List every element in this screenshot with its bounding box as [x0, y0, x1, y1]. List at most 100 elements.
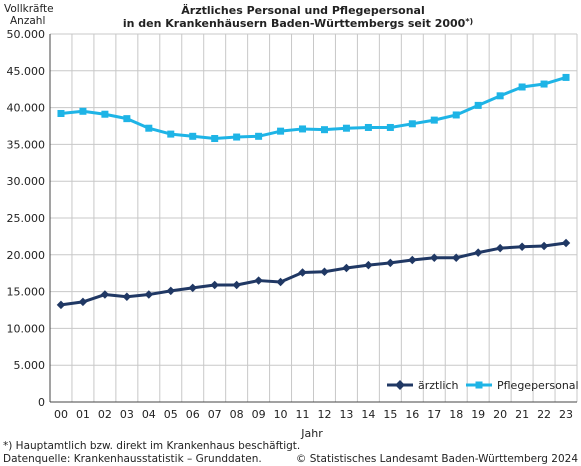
data-point-1: [474, 101, 482, 109]
x-tick-label: 19: [471, 408, 485, 421]
data-point-0: [539, 241, 549, 251]
y-tick-label: 0: [38, 396, 45, 409]
data-point-1: [562, 73, 570, 81]
x-tick-label: 12: [317, 408, 331, 421]
x-tick-label: 03: [120, 408, 134, 421]
chart-title-marker: *): [465, 17, 473, 26]
x-tick-label: 08: [230, 408, 244, 421]
legend-marker-pflegepersonal: [475, 381, 483, 389]
y-axis-label-line2: Anzahl: [10, 15, 45, 27]
footnote: *) Hauptamtlich bzw. direkt im Krankenha…: [3, 440, 300, 452]
data-point-0: [166, 286, 176, 296]
data-point-0: [100, 290, 110, 299]
data-point-0: [232, 280, 241, 290]
data-point-0: [144, 290, 154, 299]
data-point-0: [451, 253, 461, 262]
y-tick-label: 35.000: [7, 138, 46, 151]
data-point-1: [57, 109, 65, 117]
x-axis-ticks: 00 01 02 03 04 05 06 07 08 09 10 11 12 13 14 15 16 17 18 19…: [54, 408, 573, 421]
legend-marker-aerztlich: [395, 380, 405, 390]
x-axis-label: Jahr: [300, 427, 323, 440]
x-tick-label: 17: [427, 408, 441, 421]
y-tick-label: 15.000: [7, 286, 46, 299]
x-tick-label: 00: [54, 408, 68, 421]
gridlines: [49, 33, 578, 402]
legend-label-pflegepersonal: Pflegepersonal: [497, 379, 579, 392]
x-tick-label: 02: [98, 408, 112, 421]
data-point-1: [167, 130, 175, 138]
y-axis-label-line1: Vollkräfte: [4, 3, 54, 15]
data-point-1: [211, 135, 219, 143]
data-point-1: [79, 107, 87, 115]
data-point-1: [277, 127, 285, 135]
data-point-1: [145, 124, 153, 132]
x-tick-label: 05: [164, 408, 178, 421]
x-tick-label: 07: [208, 408, 222, 421]
y-tick-label: 5.000: [14, 359, 46, 372]
data-point-1: [255, 132, 263, 140]
data-source: Datenquelle: Krankenhausstatistik – Grun…: [3, 453, 262, 465]
data-point-0: [78, 297, 88, 307]
axes: [49, 34, 577, 403]
y-tick-label: 30.000: [7, 175, 46, 188]
x-tick-label: 15: [383, 408, 397, 421]
data-point-0: [342, 263, 351, 273]
data-point-0: [188, 283, 197, 293]
x-tick-label: 14: [361, 408, 375, 421]
data-point-0: [122, 292, 132, 301]
y-tick-label: 45.000: [7, 65, 46, 78]
data-point-1: [189, 132, 197, 140]
data-point-0: [364, 260, 373, 270]
series-group: [56, 73, 571, 310]
x-tick-label: 21: [515, 408, 529, 421]
x-tick-label: 16: [405, 408, 419, 421]
data-point-1: [518, 83, 526, 91]
legend: ärztlich Pflegepersonal: [387, 379, 579, 392]
series-line-1: [60, 75, 567, 141]
data-point-1: [299, 125, 307, 133]
chart-title-line2-text: in den Krankenhäusern Baden-Württembergs…: [123, 17, 466, 30]
y-tick-label: 50.000: [7, 28, 46, 41]
y-tick-label: 40.000: [7, 102, 46, 115]
data-point-1: [123, 115, 131, 123]
x-tick-label: 01: [76, 408, 90, 421]
x-tick-label: 04: [142, 408, 156, 421]
x-tick-label: 10: [274, 408, 288, 421]
x-tick-label: 09: [252, 408, 266, 421]
x-tick-label: 06: [186, 408, 200, 421]
x-tick-label: 23: [559, 408, 573, 421]
data-point-0: [517, 242, 527, 251]
y-axis-ticks: 0 5.000 10.000 15.000 20.000 25.000 30.000 35.0…: [7, 28, 46, 409]
data-point-1: [408, 120, 416, 128]
data-point-0: [56, 300, 66, 310]
data-point-0: [254, 276, 263, 285]
data-point-1: [430, 116, 438, 124]
x-tick-label: 22: [537, 408, 551, 421]
data-point-1: [320, 126, 328, 134]
data-point-0: [298, 268, 307, 277]
data-point-0: [495, 243, 505, 253]
data-point-0: [386, 258, 395, 268]
data-point-0: [473, 248, 483, 257]
x-tick-label: 13: [339, 408, 353, 421]
y-tick-label: 20.000: [7, 249, 46, 262]
y-tick-label: 25.000: [7, 212, 46, 225]
data-point-1: [101, 110, 109, 118]
data-point-1: [540, 80, 548, 88]
data-point-0: [210, 280, 219, 290]
data-point-1: [452, 111, 460, 119]
data-point-0: [276, 277, 285, 287]
x-tick-label: 18: [449, 408, 463, 421]
data-point-0: [320, 267, 329, 276]
data-point-1: [364, 123, 372, 131]
chart-title-line1: Ärztliches Personal und Pflegepersonal: [181, 3, 425, 17]
data-point-1: [496, 92, 504, 100]
legend-label-aerztlich: ärztlich: [418, 379, 459, 392]
data-point-1: [342, 124, 350, 132]
data-point-1: [233, 133, 241, 141]
y-tick-label: 10.000: [7, 322, 46, 335]
chart-title-line2: in den Krankenhäusern Baden-Württembergs…: [123, 17, 473, 30]
x-tick-label: 11: [296, 408, 310, 421]
x-tick-label: 20: [493, 408, 507, 421]
